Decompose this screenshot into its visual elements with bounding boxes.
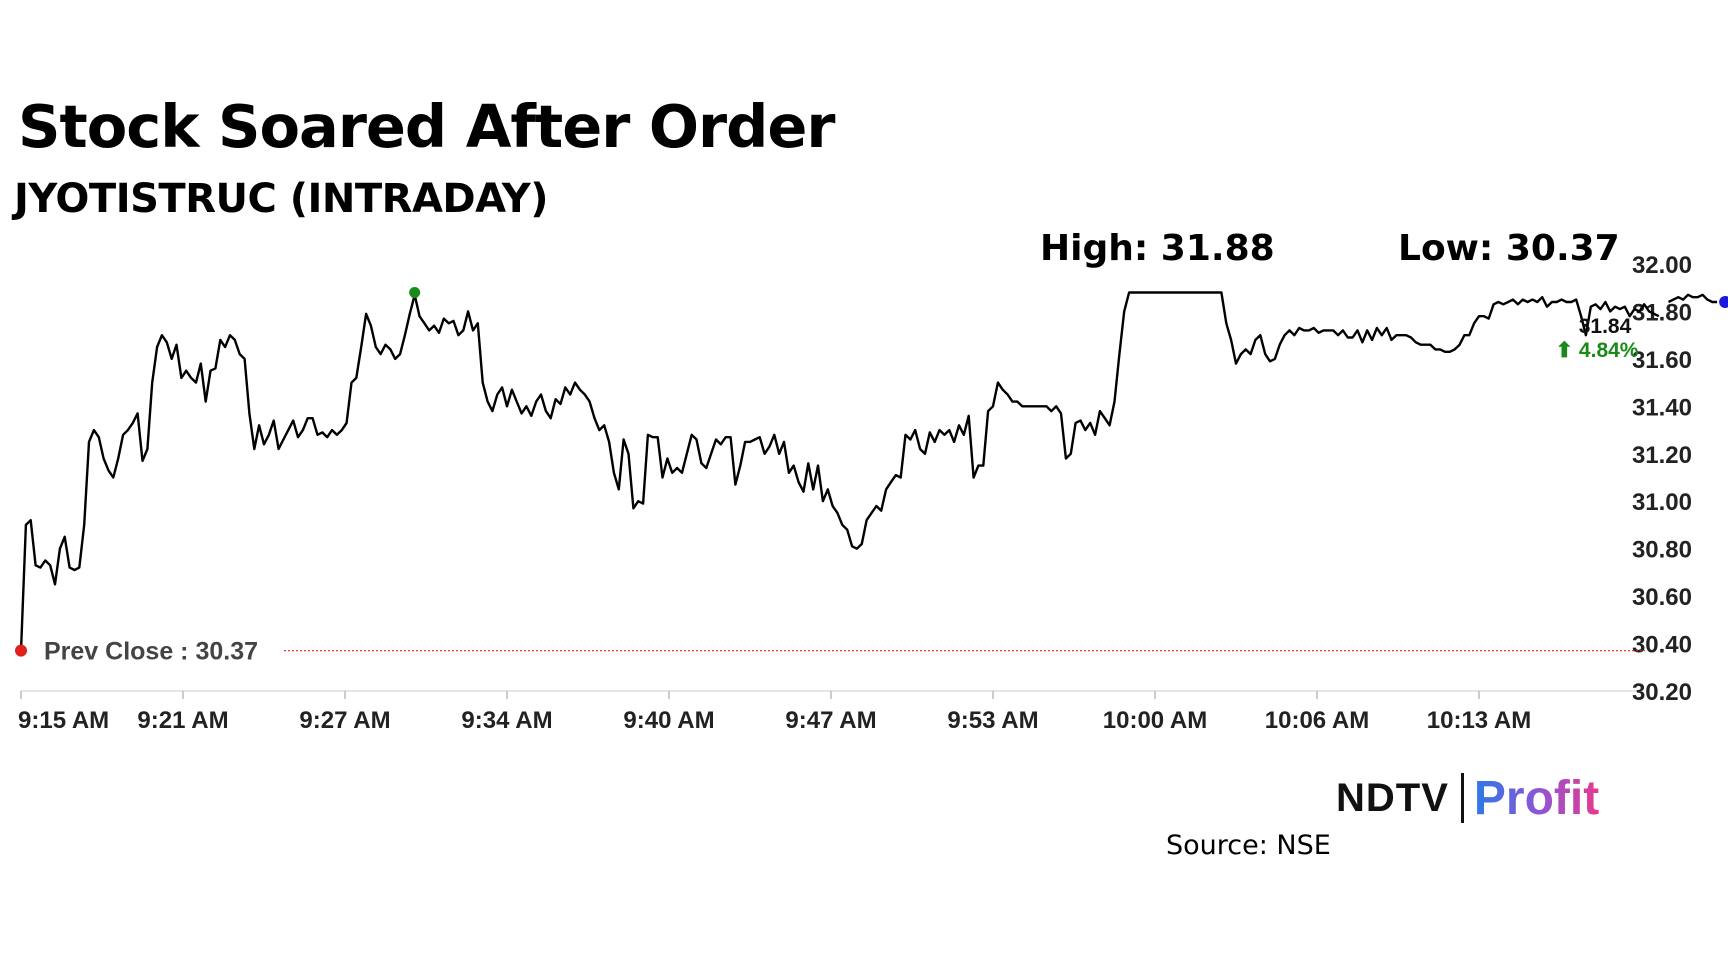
x-tick-label: 10:13 AM <box>1427 707 1531 734</box>
logo-profit-text: Profit <box>1473 771 1600 825</box>
price-chart: 32.00 31.80 31.60 31.40 31.20 31.00 30.80 30.60… <box>15 252 1728 734</box>
y-tick-label: 31.40 <box>1632 394 1692 421</box>
change-label: ⬆ 4.84% <box>1556 339 1639 362</box>
ndtv-profit-logo: NDTV Profit <box>1336 770 1599 826</box>
chart-title: Stock Soared After Order <box>18 92 835 161</box>
y-tick-label: 30.40 <box>1632 632 1692 659</box>
last-price-label: 31.84 <box>1579 315 1632 338</box>
x-tick-label: 10:00 AM <box>1103 707 1207 734</box>
x-tick-label: 10:06 AM <box>1265 707 1369 734</box>
low-label: Low: 30.37 <box>1398 228 1620 269</box>
x-tick-label: 9:21 AM <box>137 707 228 734</box>
chart-subtitle: JYOTISTRUC (INTRADAY) <box>14 176 549 222</box>
x-tick-label: 9:47 AM <box>785 707 876 734</box>
logo-ndtv-text: NDTV <box>1336 775 1449 820</box>
last-price-marker <box>1719 295 1728 308</box>
x-tick-label: 9:40 AM <box>623 707 714 734</box>
prev-close-marker <box>15 644 27 657</box>
price-series-line <box>1667 293 1718 304</box>
y-tick-label: 30.60 <box>1632 584 1692 611</box>
y-tick-label: 32.00 <box>1632 252 1692 279</box>
x-tick-label: 9:15 AM <box>18 707 109 734</box>
high-marker <box>409 286 421 298</box>
axis-layer: 32.00 31.80 31.60 31.40 31.20 31.00 30.80 30.60… <box>18 252 1692 734</box>
source-note: Source: NSE <box>1166 830 1331 861</box>
x-tick-label: 9:34 AM <box>461 707 552 734</box>
x-tick-label: 9:53 AM <box>947 707 1038 734</box>
y-tick-label: 30.80 <box>1632 537 1692 564</box>
high-label: High: 31.88 <box>1040 228 1275 269</box>
price-series-line <box>19 291 1660 651</box>
y-tick-label: 31.80 <box>1632 299 1692 326</box>
prev-close-label: Prev Close : 30.37 <box>44 638 258 666</box>
y-tick-label: 31.00 <box>1632 489 1692 516</box>
y-tick-label: 31.60 <box>1632 347 1692 374</box>
series-layer <box>19 291 1718 651</box>
x-tick-label: 9:27 AM <box>299 707 390 734</box>
logo-divider <box>1460 773 1464 823</box>
y-tick-label: 30.20 <box>1632 679 1692 706</box>
y-tick-label: 31.20 <box>1632 442 1692 469</box>
